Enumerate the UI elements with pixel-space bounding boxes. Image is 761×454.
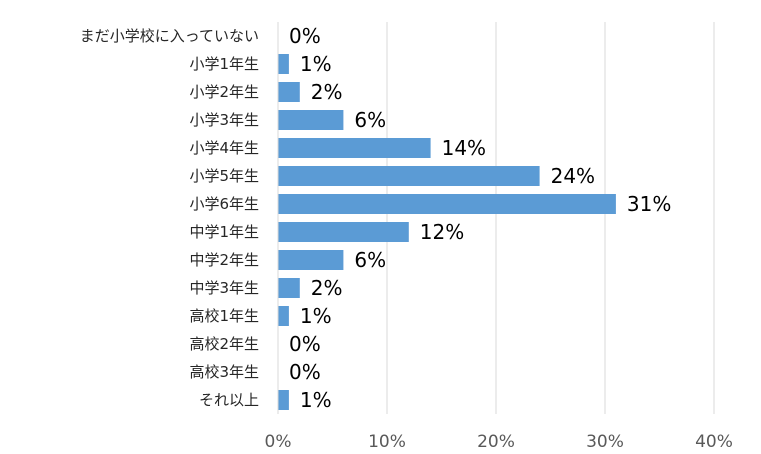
- data-label: 24%: [551, 164, 595, 188]
- bar: [278, 222, 409, 242]
- data-label: 1%: [300, 52, 332, 76]
- category-labels: まだ小学校に入っていない小学1年生小学2年生小学3年生小学4年生小学5年生小学6…: [80, 27, 259, 409]
- category-label: 中学2年生: [189, 251, 259, 269]
- gridlines: [386, 22, 715, 414]
- data-label: 1%: [300, 388, 332, 412]
- category-label: 小学5年生: [189, 167, 259, 185]
- bar: [278, 110, 344, 130]
- x-tick-labels: 0% 10% 20% 30% 40%: [265, 432, 733, 452]
- category-label: 小学4年生: [189, 139, 259, 157]
- data-label: 0%: [289, 360, 321, 384]
- category-label: それ以上: [199, 391, 259, 409]
- data-label: 14%: [442, 136, 486, 160]
- category-label: 小学3年生: [189, 111, 259, 129]
- data-label: 31%: [627, 192, 671, 216]
- x-tick-label: 30%: [586, 432, 624, 452]
- bar: [278, 250, 344, 270]
- category-label: 小学6年生: [189, 195, 259, 213]
- data-label: 2%: [311, 276, 343, 300]
- x-tick-label: 0%: [265, 432, 292, 452]
- bar: [278, 278, 300, 298]
- category-label: 中学1年生: [189, 223, 259, 241]
- data-label: 12%: [420, 220, 464, 244]
- x-tick-label: 40%: [695, 432, 733, 452]
- bar: [278, 390, 289, 410]
- data-label: 6%: [354, 248, 386, 272]
- category-label: 高校2年生: [189, 335, 259, 353]
- bar: [278, 194, 616, 214]
- category-label: 小学1年生: [189, 55, 259, 73]
- category-label: 中学3年生: [189, 279, 259, 297]
- bar: [278, 82, 300, 102]
- bar: [278, 138, 431, 158]
- category-label: まだ小学校に入っていない: [80, 27, 259, 45]
- data-label: 1%: [300, 304, 332, 328]
- data-labels: 0% 1% 2% 6% 14% 24% 31% 12% 6% 2% 1% 0% 0% 1%: [289, 24, 671, 412]
- bars: [278, 54, 616, 410]
- category-label: 高校3年生: [189, 363, 259, 381]
- category-label: 小学2年生: [189, 83, 259, 101]
- data-label: 0%: [289, 332, 321, 356]
- bar: [278, 306, 289, 326]
- bar: [278, 54, 289, 74]
- x-tick-label: 20%: [477, 432, 515, 452]
- data-label: 6%: [354, 108, 386, 132]
- category-label: 高校1年生: [189, 307, 259, 325]
- bar: [278, 166, 540, 186]
- x-tick-label: 10%: [368, 432, 406, 452]
- data-label: 2%: [311, 80, 343, 104]
- data-label: 0%: [289, 24, 321, 48]
